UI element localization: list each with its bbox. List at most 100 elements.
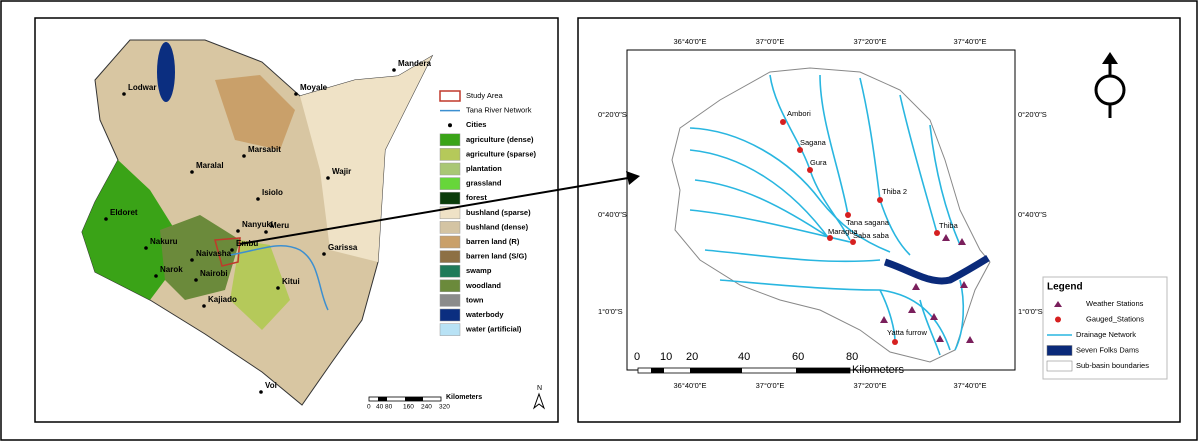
city-label: Moyale: [300, 83, 328, 92]
city-dot: [144, 246, 148, 250]
city-label: Mandera: [398, 59, 431, 68]
lon-label-top: 37°40'0"E: [954, 37, 987, 46]
station-label: Sagana: [800, 138, 827, 147]
city-dot: [322, 252, 326, 256]
station-label: Thiba 2: [882, 187, 907, 196]
legend-label: barren land (R): [466, 237, 520, 246]
lon-label-top: 37°20'0"E: [854, 37, 887, 46]
lat-label-right: 0°20'0"S: [1018, 110, 1047, 119]
legend-swatch: [448, 123, 452, 127]
lon-label-top: 37°0'0"E: [756, 37, 785, 46]
gauged-station: [807, 167, 813, 173]
legend-label: town: [466, 295, 484, 304]
legend-label: bushland (dense): [466, 222, 529, 231]
station-label: Ambori: [787, 109, 811, 118]
city-dot: [154, 274, 158, 278]
scale-tick: 80: [846, 351, 858, 363]
station-label: Yatta furrow: [887, 328, 927, 337]
lake: [157, 42, 175, 102]
legend-swatch: [440, 280, 460, 292]
gauged-station: [934, 230, 940, 236]
legend-label: grassland: [466, 179, 502, 188]
figure: Study Area Tana River Network Cities agricu…: [0, 0, 1198, 441]
lat-label-left: 0°20'0"S: [598, 110, 627, 119]
north-label: N: [537, 385, 542, 392]
city-dot: [122, 92, 126, 96]
legend-swatch: [440, 236, 460, 248]
scale-tick: 40: [376, 404, 384, 411]
legend-label: barren land (S/G): [466, 252, 527, 261]
legend-title: Legend: [1047, 282, 1083, 293]
city-label: Naivasha: [196, 249, 232, 258]
city-label: Nanyuki: [242, 220, 273, 229]
scale-tick: 160: [403, 404, 414, 411]
scale-tick: 240: [421, 404, 432, 411]
legend-label: agriculture (dense): [466, 135, 534, 144]
city-label: Kajiado: [208, 295, 237, 304]
scale-bar: [690, 368, 742, 373]
lon-label-top: 36°40'0"E: [674, 37, 707, 46]
legend-swatch: [440, 294, 460, 306]
city-dot: [256, 197, 260, 201]
lat-label-right: 1°0'0"S: [1018, 307, 1043, 316]
legend-label: Sub-basin boundaries: [1076, 361, 1149, 370]
legend-label: Cities: [466, 120, 486, 129]
lat-label-left: 1°0'0"S: [598, 307, 623, 316]
city-label: Marsabit: [248, 145, 281, 154]
lon-label-bottom: 37°0'0"E: [756, 381, 785, 390]
legend-label: swamp: [466, 266, 492, 275]
legend-label: Weather Stations: [1086, 299, 1144, 308]
legend-label: woodland: [465, 281, 501, 290]
gauged-station: [780, 119, 786, 125]
city-label: Narok: [160, 265, 183, 274]
city-label: Lodwar: [128, 83, 156, 92]
legend-swatch: [440, 265, 460, 277]
scale-tick: 20: [686, 351, 698, 363]
legend-swatch: [440, 163, 460, 175]
legend-label: waterbody: [465, 310, 504, 319]
city-label: Nakuru: [150, 237, 178, 246]
city-dot: [104, 217, 108, 221]
legend-swatch: [1055, 317, 1061, 323]
city-label: Isiolo: [262, 188, 283, 197]
station-label: Tana sagana: [846, 218, 890, 227]
legend-label: Seven Folks Dams: [1076, 345, 1139, 354]
scale-unit: Kilometers: [446, 394, 482, 401]
city-dot: [236, 229, 240, 233]
city-dot: [190, 258, 194, 262]
city-label: Maralal: [196, 161, 224, 170]
city-dot: [194, 278, 198, 282]
station-label: Gura: [810, 158, 828, 167]
legend-swatch: [440, 192, 460, 204]
city-label: Garissa: [328, 243, 358, 252]
city-label: Nairobi: [200, 269, 228, 278]
legend-label: Tana River Network: [466, 106, 532, 115]
legend-label: Study Area: [466, 91, 504, 100]
station-label: Thiba: [939, 221, 959, 230]
lon-label-bottom: 37°40'0"E: [954, 381, 987, 390]
legend-swatch: [440, 178, 460, 190]
scale-bar: [378, 397, 387, 401]
scale-tick: 80: [385, 404, 393, 411]
city-label: Wajir: [332, 167, 351, 176]
legend-swatch: [440, 134, 460, 146]
lon-label-bottom: 37°20'0"E: [854, 381, 887, 390]
legend-swatch: [1047, 361, 1072, 371]
lat-label-right: 0°40'0"S: [1018, 210, 1047, 219]
lat-label-left: 0°40'0"S: [598, 210, 627, 219]
legend-label: plantation: [466, 164, 502, 173]
city-dot: [294, 92, 298, 96]
city-label: Embu: [236, 239, 258, 248]
gauged-station: [877, 197, 883, 203]
legend-label: water (artificial): [465, 325, 522, 334]
legend-swatch: [1047, 346, 1072, 356]
legend-label: Gauged_Stations: [1086, 314, 1144, 323]
lon-label-bottom: 36°40'0"E: [674, 381, 707, 390]
city-label: Kitui: [282, 277, 300, 286]
legend-label: Drainage Network: [1076, 330, 1136, 339]
scale-unit: Kilometers: [852, 364, 904, 376]
scale-tick: 0: [367, 404, 371, 411]
legend-swatch: [440, 221, 460, 233]
city-dot: [259, 390, 263, 394]
legend-label: forest: [466, 193, 487, 202]
